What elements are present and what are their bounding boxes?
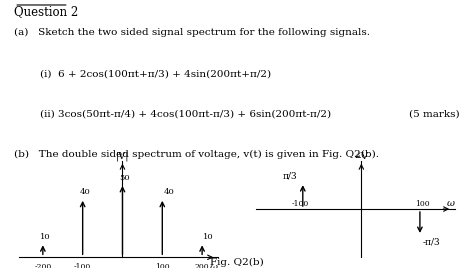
Text: 40: 40 — [164, 188, 174, 196]
Text: 200: 200 — [195, 263, 210, 268]
Text: ω: ω — [210, 263, 218, 268]
Text: 10: 10 — [40, 233, 50, 241]
Text: 100: 100 — [155, 263, 170, 268]
Text: π/3: π/3 — [283, 172, 297, 181]
Text: 100: 100 — [416, 200, 430, 208]
Text: 50: 50 — [119, 174, 130, 182]
Text: -π/3: -π/3 — [423, 237, 440, 246]
Text: Fig. Q2(b): Fig. Q2(b) — [210, 258, 264, 267]
Text: (a)   Sketch the two sided signal spectrum for the following signals.: (a) Sketch the two sided signal spectrum… — [14, 28, 370, 37]
Text: ∠V: ∠V — [354, 152, 369, 161]
Text: -100: -100 — [74, 263, 91, 268]
Text: ω: ω — [447, 199, 455, 208]
Text: Question 2: Question 2 — [14, 5, 79, 18]
Text: 10: 10 — [203, 233, 214, 241]
Text: (i)  6 + 2cos(100πt+π/3) + 4sin(200πt+π/2): (i) 6 + 2cos(100πt+π/3) + 4sin(200πt+π/2… — [14, 70, 271, 79]
Text: -200: -200 — [34, 263, 52, 268]
Text: 40: 40 — [80, 188, 90, 196]
Text: (ii) 3cos(50πt-π/4) + 4cos(100πt-π/3) + 6sin(200πt-π/2): (ii) 3cos(50πt-π/4) + 4cos(100πt-π/3) + … — [14, 110, 331, 119]
Text: -100: -100 — [291, 200, 309, 208]
Text: (b)   The double sided spectrum of voltage, v(t) is given in Fig. Q2(b).: (b) The double sided spectrum of voltage… — [14, 150, 379, 159]
Text: (5 marks): (5 marks) — [409, 110, 460, 119]
Text: |V|: |V| — [116, 151, 129, 161]
